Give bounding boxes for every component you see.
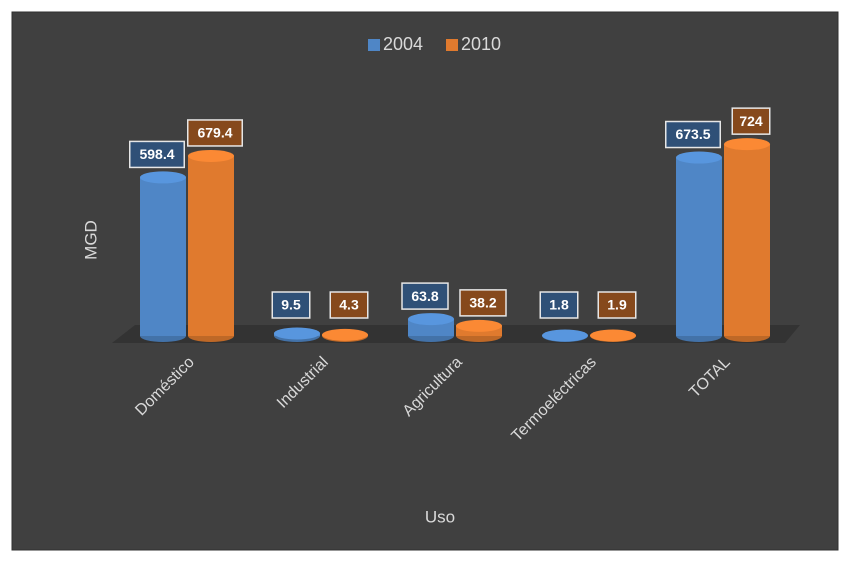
bar-top: [456, 319, 502, 332]
bar: [274, 327, 320, 342]
bar-top: [724, 138, 770, 151]
bar-body: [676, 157, 722, 336]
value-label: 9.5: [281, 297, 301, 313]
value-label-box: [401, 282, 449, 310]
bar-top: [676, 151, 722, 164]
value-label-box: [597, 291, 637, 319]
value-label: 1.9: [607, 297, 627, 313]
value-label: 673.5: [675, 126, 710, 142]
bar-top: [140, 171, 186, 184]
bar-top: [590, 329, 636, 342]
legend-swatch: [446, 39, 458, 51]
value-label-box: [187, 119, 243, 147]
value-label: 4.3: [339, 297, 359, 313]
bar: [456, 319, 502, 342]
bar-body: [140, 177, 186, 336]
bar-top: [408, 313, 454, 326]
value-label-box: [129, 140, 185, 169]
bar: [322, 328, 368, 342]
legend-label: 2004: [383, 34, 423, 54]
legend-swatch: [368, 39, 380, 51]
value-label: 63.8: [411, 288, 438, 304]
value-label: 38.2: [469, 295, 496, 311]
bar: [140, 171, 186, 342]
value-label-box: [665, 120, 721, 149]
value-label-box: [731, 107, 771, 135]
bar-top: [542, 329, 588, 342]
bar: [188, 149, 234, 342]
bar-top: [274, 327, 320, 340]
bar: [542, 329, 588, 342]
x-axis-title: Uso: [425, 507, 455, 526]
bar: [676, 151, 722, 342]
bar-body: [724, 144, 770, 336]
value-label: 1.8: [549, 297, 569, 313]
value-label: 679.4: [197, 125, 232, 141]
value-label-box: [459, 289, 507, 317]
bar: [724, 138, 770, 342]
value-label-box: [539, 291, 579, 319]
value-label: 598.4: [139, 146, 174, 162]
bar-top: [188, 149, 234, 162]
value-label: 724: [739, 113, 763, 129]
bar: [590, 329, 636, 342]
bar-top: [322, 328, 368, 341]
legend-label: 2010: [461, 34, 501, 54]
y-axis-title: MGD: [81, 220, 100, 260]
bar: [408, 313, 454, 342]
value-label-box: [329, 291, 369, 319]
value-label-box: [271, 291, 311, 319]
bar-body: [188, 155, 234, 336]
